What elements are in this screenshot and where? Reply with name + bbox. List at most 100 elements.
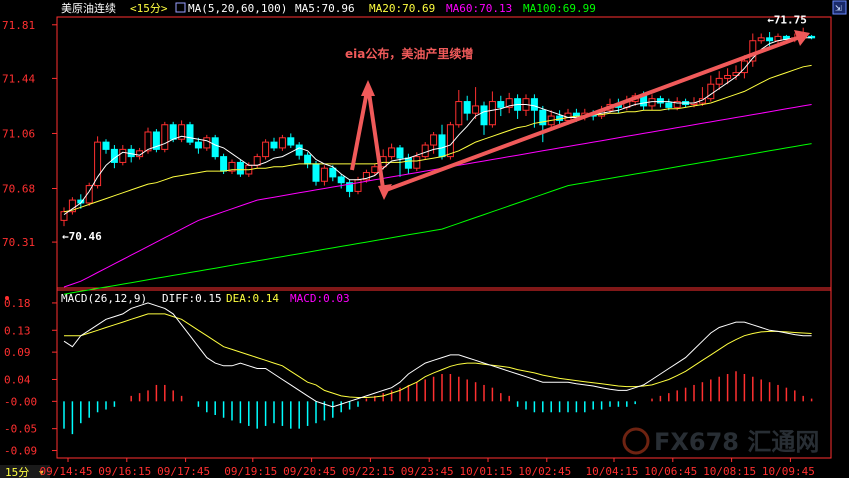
high-price-label: ←71.75 xyxy=(767,14,807,27)
candle-down xyxy=(295,144,303,156)
candle-down xyxy=(438,134,446,158)
time-tick-label: 09/19:15 xyxy=(224,465,277,478)
macd-settings-icon[interactable] xyxy=(5,296,9,300)
candle-up xyxy=(203,137,211,149)
candle-down xyxy=(194,141,202,149)
candle-down xyxy=(304,154,312,165)
time-tick-label: 10/01:15 xyxy=(460,465,513,478)
candle-down xyxy=(102,141,110,150)
ma60-value: MA60:70.13 xyxy=(446,2,512,15)
ma100-value: MA100:69.99 xyxy=(523,2,596,15)
expand-button[interactable] xyxy=(832,0,847,15)
macd-tick-label: -0.05 xyxy=(4,423,37,436)
time-tick-label: 10/02:45 xyxy=(518,465,571,478)
watermark: FX678 汇通网 xyxy=(622,427,819,456)
candle-up xyxy=(262,141,270,158)
indicator-toggle-icon[interactable] xyxy=(175,2,186,13)
time-tick-label: 09/17:45 xyxy=(157,465,210,478)
time-tick-label: 10/06:45 xyxy=(644,465,697,478)
candle-down xyxy=(346,182,354,192)
candle-up xyxy=(421,144,429,158)
candle-up xyxy=(388,147,396,158)
macd-tick-label: 0.13 xyxy=(4,324,31,337)
candle-down xyxy=(211,137,219,158)
candle-down xyxy=(152,131,160,150)
candle-up xyxy=(228,161,236,172)
candle-up xyxy=(488,101,496,126)
candle-up xyxy=(446,124,454,158)
chart-title: 美原油连续 xyxy=(61,1,116,15)
candle-up xyxy=(673,101,681,108)
candle-down xyxy=(169,124,177,140)
eia-annotation: eia公布，美油产里续增 xyxy=(345,46,473,61)
ma20-line xyxy=(63,64,812,213)
ma5-value: MA5:70.96 xyxy=(295,2,355,15)
candle-down xyxy=(270,141,278,149)
candle-up xyxy=(707,83,715,100)
time-tick-label: 10/08:15 xyxy=(703,465,756,478)
candle-up xyxy=(144,131,152,152)
time-tick-label: 09/20:45 xyxy=(283,465,336,478)
candle-down xyxy=(404,157,412,169)
low-price-label: ←70.46 xyxy=(62,230,102,243)
candle-up xyxy=(472,105,480,114)
candle-up xyxy=(94,141,102,187)
candle-down xyxy=(329,167,337,178)
candle-up xyxy=(278,137,286,149)
candle-down xyxy=(665,102,673,108)
watermark-logo-icon xyxy=(622,427,650,455)
candle-up xyxy=(413,156,421,169)
candle-down xyxy=(287,137,295,146)
ma5-line xyxy=(63,37,812,216)
candle-up xyxy=(740,60,748,74)
candle-up xyxy=(161,124,169,150)
ma100-line xyxy=(63,143,812,295)
macd-params: MACD(26,12,9) xyxy=(61,292,147,305)
macd-tick-label: 0.04 xyxy=(4,373,31,386)
candle-up xyxy=(757,37,765,42)
candle-up xyxy=(85,185,93,204)
candle-down xyxy=(656,98,664,104)
candle-down xyxy=(463,101,471,114)
macd-macd-value: MACD:0.03 xyxy=(290,292,350,305)
candle-up xyxy=(354,179,362,192)
candle-up xyxy=(455,101,463,126)
trend-arrow-line xyxy=(385,35,801,192)
price-tick-label: 70.31 xyxy=(2,236,35,249)
candle-up xyxy=(68,199,76,213)
time-tick-label: 09/23:45 xyxy=(401,465,454,478)
candle-down xyxy=(497,101,505,108)
expand-icon: ⇲ xyxy=(835,1,842,14)
macd-tick-label: -0.09 xyxy=(4,445,37,458)
price-tick-label: 71.44 xyxy=(2,72,35,85)
time-tick-label: 09/14:45 xyxy=(40,465,93,478)
eia-spike-arrow-head-up xyxy=(361,80,375,96)
ma20-value: MA20:70.69 xyxy=(369,2,435,15)
time-tick-label: 10/09:45 xyxy=(762,465,815,478)
candle-up xyxy=(715,77,723,85)
period-tab[interactable] xyxy=(0,465,50,478)
candle-down xyxy=(396,147,404,159)
time-tick-label: 09/16:15 xyxy=(98,465,151,478)
candle-up xyxy=(724,74,732,79)
macd-dea-line xyxy=(64,313,812,398)
macd-diff-value: DIFF:0.15 xyxy=(162,292,222,305)
candle-up xyxy=(371,166,379,174)
candle-down xyxy=(539,109,547,126)
ma-params: MA(5,20,60,100) xyxy=(188,2,287,15)
macd-panel xyxy=(63,302,813,435)
macd-dea-value: DEA:0.14 xyxy=(226,292,279,305)
candle-down xyxy=(186,124,194,143)
candle-down xyxy=(530,98,538,111)
candle-up xyxy=(119,148,127,163)
candle-up xyxy=(320,167,328,182)
annotation-arrows xyxy=(350,30,810,200)
macd-diff-line xyxy=(63,302,812,408)
time-tick-label: 09/22:15 xyxy=(342,465,395,478)
period-dropdown-icon[interactable]: ▾ xyxy=(38,466,45,478)
candle-up xyxy=(362,172,370,181)
candle-down xyxy=(337,176,345,184)
candle-up xyxy=(430,134,438,146)
candle-up xyxy=(505,98,513,108)
